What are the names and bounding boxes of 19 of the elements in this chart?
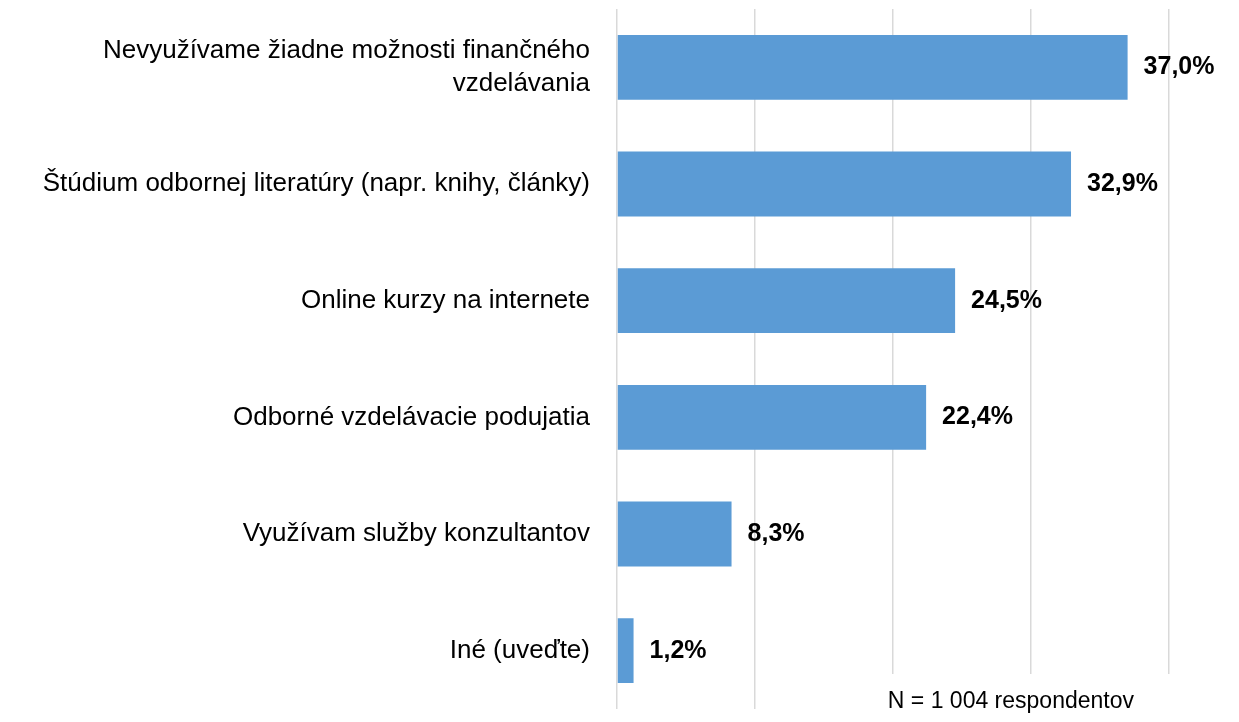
bar <box>617 618 634 684</box>
data-label: 8,3% <box>747 517 805 546</box>
data-label: 37,0% <box>1143 51 1215 80</box>
bar <box>617 384 927 450</box>
data-label: 1,2% <box>649 634 707 663</box>
data-label: 22,4% <box>942 401 1014 430</box>
y-tick-label: Štúdium odbornej literatúry (napr. knihy, články) <box>42 167 590 198</box>
y-tick-label: Využívam služby konzultantov <box>242 517 590 548</box>
bar <box>617 34 1128 100</box>
data-label: 24,5% <box>971 284 1042 313</box>
y-tick-label: Iné (uveďte) <box>449 633 590 664</box>
data-label: 32,9% <box>1087 167 1158 196</box>
bar <box>617 151 1072 217</box>
annotation: N = 1 004 respondentov <box>887 687 1135 714</box>
y-tick-label: Nevyužívame žiadne možnosti finančného vzdelávania <box>102 33 591 98</box>
bar <box>617 501 732 567</box>
y-tick-label: Odborné vzdelávacie podujatia <box>232 400 591 431</box>
y-tick-label: Online kurzy na internete <box>300 283 590 314</box>
bar <box>617 268 956 334</box>
